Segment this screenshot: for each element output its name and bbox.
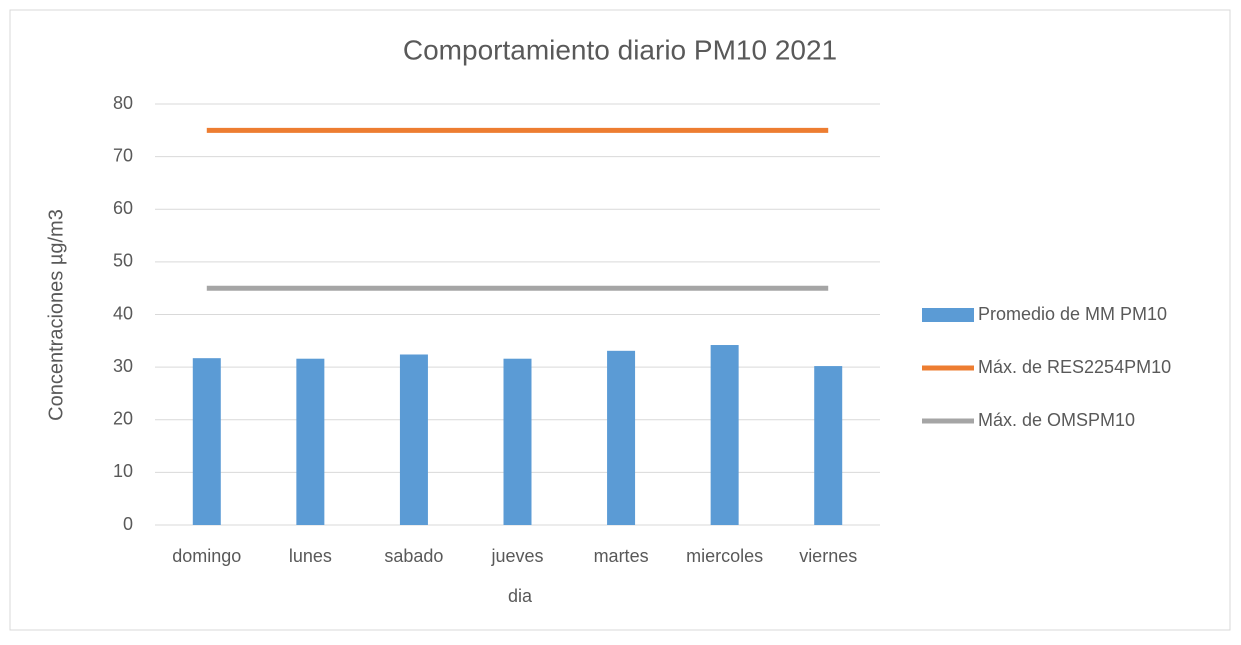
y-tick-label: 50 — [113, 251, 133, 271]
x-tick-label: miercoles — [686, 546, 763, 566]
bar — [192, 358, 221, 525]
y-tick-label: 20 — [113, 409, 133, 429]
bar — [399, 354, 428, 525]
chart-frame — [9, 9, 1231, 631]
bar — [503, 358, 532, 525]
legend-label: Máx. de OMSPM10 — [978, 410, 1135, 430]
y-tick-label: 70 — [113, 145, 133, 165]
bar — [814, 366, 843, 525]
chart-title: Comportamiento diario PM10 2021 — [403, 34, 837, 65]
x-tick-label: domingo — [172, 546, 241, 566]
x-tick-label: martes — [594, 546, 649, 566]
bar — [710, 345, 739, 525]
bar — [607, 350, 636, 525]
bar — [296, 358, 325, 525]
y-tick-label: 10 — [113, 461, 133, 481]
x-tick-label: viernes — [799, 546, 857, 566]
y-tick-label: 80 — [113, 93, 133, 113]
x-tick-label: jueves — [490, 546, 543, 566]
y-axis-title: Concentraciones µg/m3 — [45, 209, 67, 421]
legend-label: Máx. de RES2254PM10 — [978, 357, 1171, 377]
y-tick-label: 30 — [113, 356, 133, 376]
x-tick-label: lunes — [289, 546, 332, 566]
legend-label: Promedio de MM PM10 — [978, 304, 1167, 324]
x-tick-label: sabado — [384, 546, 443, 566]
y-tick-label: 40 — [113, 303, 133, 323]
y-tick-label: 60 — [113, 198, 133, 218]
x-axis-title: dia — [508, 586, 533, 606]
y-tick-label: 0 — [123, 514, 133, 534]
legend-swatch — [922, 308, 974, 322]
